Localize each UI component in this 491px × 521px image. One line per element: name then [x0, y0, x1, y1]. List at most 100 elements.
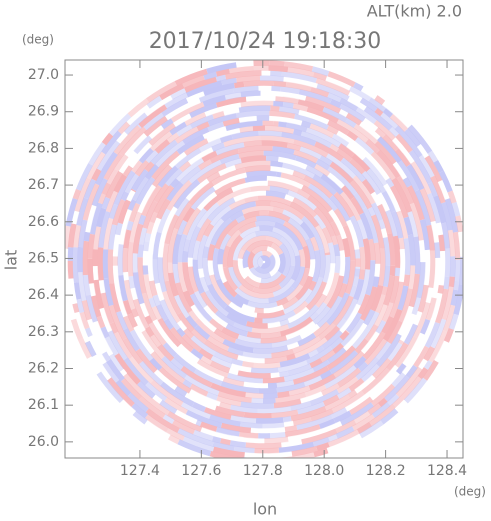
- echo-cell: [220, 200, 257, 223]
- echo-cell: [438, 170, 453, 193]
- echo-cell: [301, 428, 338, 445]
- echo-cell: [172, 263, 181, 284]
- echo-cell: [305, 345, 333, 365]
- echo-cell: [269, 60, 285, 67]
- echo-cell: [174, 126, 199, 144]
- echo-cell: [359, 286, 378, 322]
- echo-cell: [133, 134, 153, 155]
- echo-cell: [115, 310, 128, 331]
- echo-cell: [353, 278, 365, 301]
- echo-cell: [441, 286, 455, 321]
- echo-cell: [282, 162, 316, 179]
- echo-cell: [431, 292, 443, 320]
- echo-cell: [92, 265, 99, 281]
- echo-cell: [243, 210, 261, 220]
- echo-cell: [282, 208, 304, 226]
- echo-cell: [156, 198, 171, 220]
- echo-cell: [174, 197, 190, 217]
- echo-cell: [420, 318, 431, 335]
- echo-cell: [235, 214, 246, 224]
- echo-cell: [369, 371, 401, 401]
- echo-cell: [112, 234, 121, 257]
- echo-cell: [430, 175, 447, 204]
- echo-cell: [303, 375, 323, 388]
- echo-cell: [199, 421, 218, 433]
- echo-cell: [286, 122, 308, 133]
- echo-cell: [87, 258, 95, 284]
- echo-cell: [216, 186, 252, 207]
- echo-cell: [292, 365, 330, 386]
- echo-cell: [243, 266, 262, 284]
- echo-cell: [290, 400, 312, 412]
- echo-cell: [286, 142, 302, 152]
- echo-cell: [287, 189, 318, 211]
- echo-cell: [148, 297, 157, 308]
- echo-cell: [450, 289, 459, 306]
- echo-cell: [128, 275, 136, 289]
- echo-cell: [244, 175, 268, 183]
- echo-cell: [138, 396, 166, 419]
- echo-cell: [67, 278, 78, 305]
- echo-cell: [94, 151, 118, 186]
- echo-cell: [440, 201, 454, 231]
- echo-cell: [97, 247, 104, 281]
- echo-cell: [65, 270, 71, 295]
- echo-cell: [209, 148, 240, 164]
- echo-cell: [338, 108, 349, 118]
- echo-cell: [144, 163, 160, 180]
- echo-cell: [144, 315, 153, 325]
- echo-cell: [219, 233, 232, 250]
- echo-cell: [203, 187, 234, 212]
- echo-cell: [403, 274, 411, 287]
- echo-cell: [228, 209, 244, 222]
- echo-cell: [175, 157, 205, 182]
- echo-cell: [294, 113, 330, 130]
- echo-cell: [169, 343, 186, 359]
- echo-cell: [413, 236, 421, 275]
- echo-cell: [389, 113, 409, 132]
- echo-cell: [236, 110, 270, 119]
- echo-cell: [279, 236, 296, 267]
- echo-cell: [138, 104, 168, 129]
- echo-cell: [380, 408, 399, 425]
- echo-cell: [233, 293, 250, 306]
- echo-cell: [261, 140, 288, 149]
- echo-cell: [247, 251, 256, 270]
- echo-cell: [227, 234, 244, 268]
- echo-cell: [83, 178, 97, 200]
- echo-cell: [137, 123, 142, 129]
- echo-cell: [407, 124, 433, 154]
- echo-cell: [144, 161, 155, 173]
- echo-cell: [230, 404, 258, 414]
- echo-cell: [385, 342, 409, 372]
- echo-cell: [283, 76, 318, 89]
- echo-cell: [361, 178, 376, 195]
- echo-cell: [358, 269, 366, 280]
- echo-cell: [346, 130, 359, 142]
- x-tick-label: 127.8: [243, 463, 283, 479]
- echo-cell: [374, 107, 384, 117]
- echo-cell: [396, 175, 415, 205]
- echo-cell: [412, 301, 431, 339]
- echo-cell: [123, 279, 136, 310]
- echo-cell: [370, 150, 397, 181]
- echo-cell: [100, 292, 115, 325]
- echo-cell: [335, 419, 357, 434]
- echo-cell: [137, 257, 147, 295]
- echo-cell: [282, 101, 294, 109]
- echo-cell: [407, 234, 416, 266]
- echo-cell: [135, 176, 156, 205]
- subtitle: ALT(km) 2.0: [367, 2, 462, 21]
- echo-cell: [245, 442, 282, 449]
- echo-cell: [329, 143, 340, 153]
- echo-cell: [182, 250, 189, 263]
- echo-cell: [275, 95, 299, 105]
- echo-cell: [404, 128, 422, 148]
- echo-cell: [74, 177, 92, 213]
- echo-cell: [188, 97, 201, 108]
- echo-cell: [230, 358, 244, 367]
- echo-cell: [219, 134, 233, 144]
- echo-cell: [118, 208, 133, 245]
- echo-cell: [212, 110, 225, 120]
